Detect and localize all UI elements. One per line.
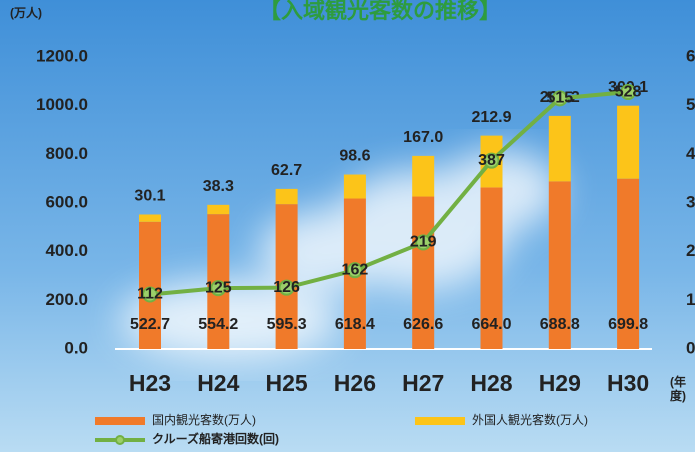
value-label: 30.1 — [134, 188, 165, 205]
legend-label: クルーズ船寄港回数(回) — [152, 431, 279, 446]
line-value-label: 126 — [273, 279, 300, 296]
x-tick-label: H26 — [334, 370, 376, 396]
value-label: 595.3 — [267, 316, 307, 333]
bar-segment — [549, 116, 571, 182]
x-tick-label: H23 — [129, 370, 171, 396]
y-tick-label: 0.0 — [64, 338, 88, 357]
y2-tick-label: 200 — [686, 241, 695, 260]
value-label: 212.9 — [471, 109, 511, 126]
bar-segment — [139, 214, 161, 221]
x-tick-label: H25 — [265, 370, 307, 396]
line-value-label: 528 — [615, 83, 642, 100]
value-label: 98.6 — [339, 148, 370, 165]
y2-tick-label: 100 — [686, 290, 695, 309]
bar-segment — [276, 189, 298, 204]
value-label: 554.2 — [198, 316, 238, 333]
value-label: 522.7 — [130, 316, 170, 333]
y2-tick-label: 300 — [686, 192, 695, 211]
y-tick-label: 1200.0 — [36, 46, 88, 65]
y-tick-label: 200.0 — [45, 290, 88, 309]
y2-tick-label: 500 — [686, 95, 695, 114]
value-label: 699.8 — [608, 316, 648, 333]
x-tick-label: H28 — [470, 370, 512, 396]
y2-tick-label: 600 — [686, 46, 695, 65]
bar-segment — [207, 205, 229, 214]
y-tick-label: 400.0 — [45, 241, 88, 260]
x-tick-label: H27 — [402, 370, 444, 396]
line-value-label: 125 — [205, 279, 232, 296]
value-label: 62.7 — [271, 162, 302, 179]
line-value-label: 515 — [546, 90, 573, 107]
value-label: 618.4 — [335, 316, 375, 333]
value-label: 167.0 — [403, 129, 443, 146]
x-tick-label: H24 — [197, 370, 239, 396]
legend-swatch — [415, 417, 465, 425]
bar-segment — [412, 156, 434, 197]
x-axis-unit: (年度) — [670, 375, 690, 403]
chart-title: 【入域観光客数の推移】 — [259, 0, 501, 23]
line-value-label: 162 — [342, 261, 369, 278]
y2-tick-label: 0 — [686, 338, 695, 357]
line-value-label: 219 — [410, 234, 437, 251]
x-tick-label: H29 — [539, 370, 581, 396]
value-label: 626.6 — [403, 316, 443, 333]
value-label: 38.3 — [203, 178, 234, 195]
chart: 【入域観光客数の推移】 (万人) 0.0 200.0 400.0 600.0 800.0… — [0, 0, 695, 452]
value-label: 688.8 — [540, 316, 580, 333]
legend-swatch — [95, 417, 145, 425]
line-value-label: 112 — [137, 286, 163, 303]
y-axis-unit: (万人) — [10, 5, 42, 20]
y-tick-label: 600.0 — [45, 192, 88, 211]
legend-label: 外国人観光客数(万人) — [472, 412, 588, 427]
bar-segment — [617, 106, 639, 179]
y-tick-label: 800.0 — [45, 144, 88, 163]
y2-tick-label: 400 — [686, 144, 695, 163]
line-value-label: 387 — [478, 152, 505, 169]
x-tick-label: H30 — [607, 370, 649, 396]
legend-swatch-marker — [116, 436, 124, 444]
value-label: 664.0 — [471, 316, 511, 333]
legend-label: 国内観光客数(万人) — [152, 412, 256, 427]
page: {"chart_data": { "type": "bar", "title":… — [0, 0, 695, 452]
y-tick-label: 1000.0 — [36, 95, 88, 114]
bar-segment — [344, 175, 366, 199]
